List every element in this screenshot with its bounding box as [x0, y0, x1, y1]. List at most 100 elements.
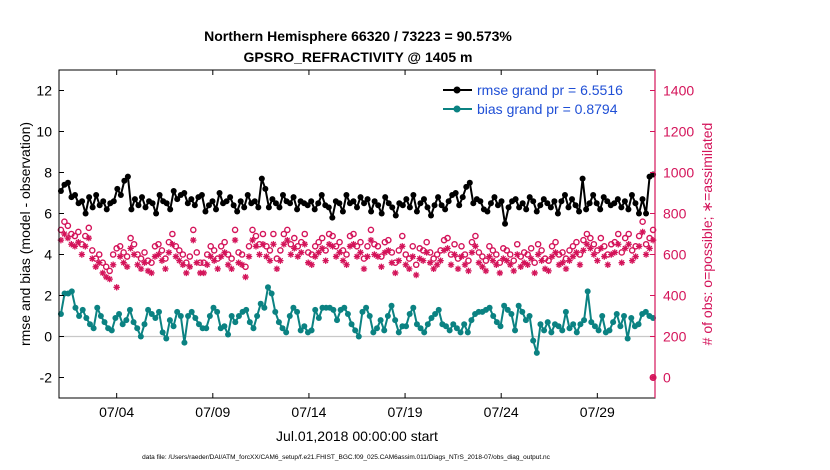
rmse-point: [579, 175, 586, 182]
rmse-point: [392, 212, 399, 219]
assimilated-obs-point: [242, 273, 249, 281]
assimilated-obs-point: [92, 263, 99, 270]
bias-point: [272, 308, 279, 315]
bias-point: [450, 321, 457, 328]
series-layer: [57, 171, 657, 382]
assimilated-obs-point: [388, 259, 396, 266]
assimilated-obs-point: [534, 251, 542, 258]
bias-point: [446, 327, 453, 334]
x-axis-label: Jul.01,2018 00:00:00 start: [276, 428, 438, 444]
possible-obs-point: [263, 242, 270, 250]
data-file-footer: data file: /Users/raeder/DAI/ATM_forcXX/…: [142, 454, 551, 461]
possible-obs-point: [482, 257, 490, 264]
rmse-point: [350, 198, 357, 205]
right-tick-label: 400: [663, 288, 687, 304]
possible-obs-point: [472, 232, 479, 240]
possible-obs-point: [189, 226, 197, 234]
possible-obs-point: [203, 251, 211, 258]
assimilated-obs-point: [336, 249, 343, 256]
assimilated-obs-point: [96, 259, 103, 266]
right-tick-label: 1200: [663, 124, 694, 140]
bias-point: [526, 313, 533, 319]
rmse-series: [57, 171, 657, 227]
rmse-point: [537, 202, 544, 209]
possible-obs-point: [405, 255, 413, 262]
assimilated-obs-point: [625, 241, 632, 248]
rmse-point: [339, 208, 346, 215]
possible-obs-point: [559, 249, 566, 256]
rmse-point: [385, 200, 392, 207]
bias-point: [76, 313, 83, 319]
assimilated-obs-point: [259, 241, 267, 248]
right-tick-label: 0: [663, 370, 671, 386]
possible-obs-point: [88, 247, 96, 254]
rmse-point: [357, 194, 364, 201]
rmse-point: [251, 198, 258, 205]
bias-point: [250, 325, 257, 332]
possible-obs-point: [116, 242, 124, 250]
left-axis-label: rmse and bias (model - observation): [17, 122, 33, 346]
rmse-point: [368, 208, 375, 215]
assimilated-obs-point: [527, 255, 535, 262]
bias-point: [584, 288, 591, 295]
legend-rmse-marker: [453, 86, 461, 94]
bias-point: [290, 304, 297, 311]
rmse-point: [628, 192, 635, 199]
possible-obs-point: [311, 242, 319, 250]
rmse-point: [82, 210, 89, 217]
rmse-point: [198, 192, 205, 199]
rmse-point: [89, 204, 96, 211]
right-tick-label: 600: [663, 247, 687, 263]
possible-obs-point: [200, 259, 208, 267]
bias-point: [544, 319, 551, 326]
possible-obs-point: [329, 232, 336, 240]
assimilated-obs-point: [524, 261, 531, 268]
rmse-point: [315, 200, 322, 207]
assimilated-obs-point: [148, 269, 155, 277]
assimilated-obs-point: [392, 269, 399, 277]
bias-point: [203, 325, 210, 332]
bias-point: [225, 331, 232, 338]
bias-point: [577, 321, 584, 328]
possible-obs-point: [221, 238, 228, 246]
rmse-point: [597, 206, 604, 213]
assimilated-obs-point: [461, 261, 469, 268]
possible-obs-point: [277, 247, 284, 254]
rmse-point: [241, 204, 248, 211]
rmse-point: [121, 177, 128, 184]
rmse-point: [163, 200, 170, 207]
bias-point: [381, 327, 388, 334]
assimilated-obs-point: [75, 239, 82, 246]
possible-obs-point: [374, 242, 382, 250]
assimilated-obs-point: [85, 234, 92, 242]
rmse-point: [389, 204, 396, 211]
possible-obs-point: [82, 232, 89, 240]
bias-point: [624, 335, 631, 342]
rmse-point: [593, 200, 600, 207]
assimilated-obs-point: [479, 263, 486, 270]
rmse-point: [586, 200, 593, 207]
bias-point: [530, 337, 537, 344]
assimilated-obs-series: [57, 228, 657, 291]
assimilated-obs-point: [169, 241, 176, 248]
rmse-point: [569, 196, 576, 203]
possible-obs-point: [266, 247, 274, 254]
bias-point: [72, 304, 79, 311]
assimilated-obs-point: [116, 253, 124, 260]
bias-point: [635, 321, 642, 328]
left-tick-label: -2: [40, 370, 53, 386]
possible-obs-point: [280, 230, 288, 238]
assimilated-obs-point: [106, 275, 113, 283]
bias-point: [352, 327, 359, 334]
assimilated-obs-point: [82, 243, 89, 250]
possible-obs-point: [294, 242, 302, 250]
bias-point: [134, 325, 141, 332]
bias-point: [301, 323, 308, 330]
bias-point: [243, 306, 250, 313]
rmse-point: [128, 206, 135, 213]
possible-obs-point: [646, 234, 653, 242]
assimilated-obs-point: [367, 236, 375, 244]
bias-point: [195, 321, 202, 328]
bias-point: [413, 321, 420, 328]
possible-obs-point: [169, 230, 176, 238]
